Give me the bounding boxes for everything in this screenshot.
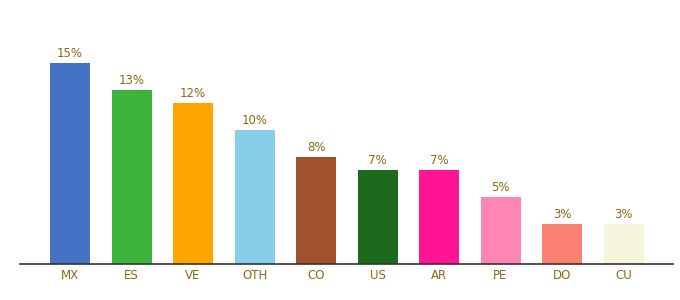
Text: 10%: 10%: [241, 114, 267, 127]
Bar: [173, 103, 213, 264]
Bar: [419, 170, 459, 264]
Text: 8%: 8%: [307, 141, 325, 154]
Bar: [542, 224, 582, 264]
Text: 12%: 12%: [180, 87, 206, 100]
Bar: [481, 197, 520, 264]
Text: 7%: 7%: [369, 154, 387, 167]
Text: 5%: 5%: [491, 181, 510, 194]
Bar: [604, 224, 643, 264]
Text: 3%: 3%: [553, 208, 571, 221]
Bar: [50, 63, 90, 264]
Bar: [235, 130, 275, 264]
Bar: [112, 89, 152, 264]
Text: 7%: 7%: [430, 154, 448, 167]
Text: 13%: 13%: [118, 74, 145, 87]
Bar: [358, 170, 398, 264]
Text: 15%: 15%: [57, 47, 83, 60]
Text: 3%: 3%: [614, 208, 633, 221]
Bar: [296, 157, 336, 264]
